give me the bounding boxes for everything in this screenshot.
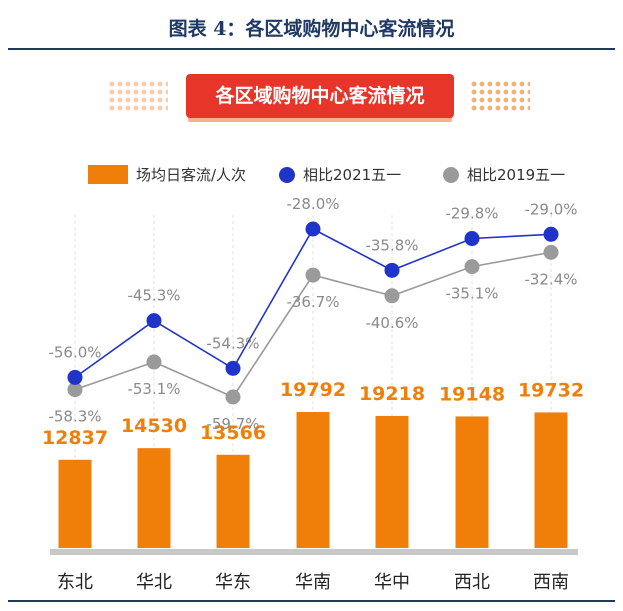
bar-value-label: 19732	[518, 379, 584, 401]
x-tick-label: 华北	[136, 572, 172, 593]
banner-dots-left	[108, 80, 168, 112]
bar-华东	[216, 454, 250, 548]
x-tick-label: 西北	[454, 572, 490, 593]
point-2021	[225, 360, 241, 376]
top-rule	[8, 48, 615, 50]
point-2021	[146, 313, 162, 329]
bar-华南	[296, 412, 330, 548]
point-2021	[464, 231, 480, 247]
point-2021	[67, 369, 83, 385]
chart-banner: 各区域购物中心客流情况	[186, 74, 454, 118]
bar-华北	[137, 448, 171, 548]
point-2021	[305, 221, 321, 237]
bar-value-label: 13566	[200, 422, 266, 444]
line-label-2021: -28.0%	[286, 195, 339, 213]
line-label-2021: -56.0%	[48, 343, 101, 361]
bar-华中	[375, 415, 409, 548]
bar-value-label: 19792	[280, 379, 346, 401]
x-tick-label: 西南	[533, 572, 569, 593]
line-label-2019: -40.6%	[365, 314, 418, 332]
point-2021	[543, 226, 559, 242]
bar-西北	[455, 416, 489, 548]
point-2019	[67, 382, 83, 398]
point-2019	[384, 288, 400, 304]
point-2019	[305, 267, 321, 283]
line-label-2021: -35.8%	[365, 236, 418, 254]
line-label-2019: -35.1%	[445, 285, 498, 303]
line-label-2021: -54.3%	[206, 334, 259, 352]
banner-dots-right	[470, 80, 530, 112]
x-tick-label: 东北	[57, 572, 93, 593]
bottom-rule	[8, 600, 615, 602]
legend-dot-2021	[279, 167, 295, 183]
legend-swatch-bar	[88, 165, 128, 184]
line-label-2019: -36.7%	[286, 293, 339, 311]
point-2019	[464, 259, 480, 275]
point-2019	[225, 389, 241, 405]
bar-西南	[534, 412, 568, 548]
bar-value-label: 19218	[359, 383, 425, 405]
x-tick-label: 华中	[374, 572, 410, 593]
point-2019	[543, 244, 559, 260]
line-label-2021: -29.8%	[445, 205, 498, 223]
x-tick-label: 华南	[295, 572, 331, 593]
line-label-2019: -58.3%	[48, 408, 101, 426]
point-2019	[146, 354, 162, 370]
legend-label-2021: 相比2021五一	[303, 166, 402, 184]
bar-东北	[58, 459, 92, 548]
legend-label-bar: 场均日客流/人次	[136, 166, 247, 184]
legend-label-2019: 相比2019五一	[467, 166, 566, 184]
point-2021	[384, 262, 400, 278]
line-label-2019: -32.4%	[524, 270, 577, 288]
line-label-2021: -29.0%	[524, 200, 577, 218]
line-label-2019: -53.1%	[127, 380, 180, 398]
figure-title: 图表 4：各区域购物中心客流情况	[168, 18, 455, 40]
bar-value-label: 19148	[439, 383, 505, 405]
legend-dot-2019	[443, 167, 459, 183]
line-label-2021: -45.3%	[127, 287, 180, 305]
x-tick-label: 华东	[215, 572, 251, 593]
bar-value-label: 14530	[121, 415, 187, 437]
bar-value-label: 12837	[42, 427, 108, 449]
legend: 场均日客流/人次 相比2021五一 相比2019五一	[0, 160, 623, 190]
line-label-2019: -59.7%	[206, 415, 259, 433]
